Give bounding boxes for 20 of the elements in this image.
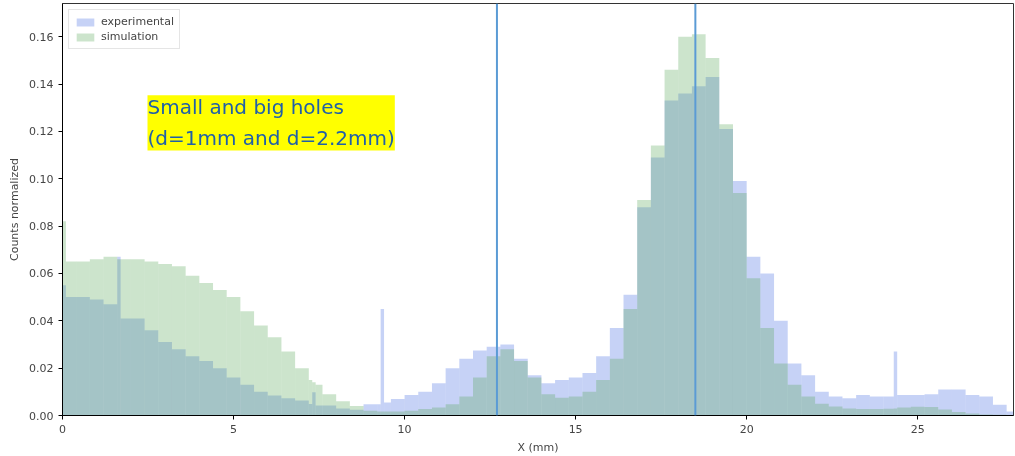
annotation: Small and big holes (d=1mm and d=2.2mm) bbox=[147, 95, 395, 151]
x-tick-label: 10 bbox=[397, 422, 412, 436]
legend-label: simulation bbox=[101, 30, 159, 43]
y-tick-label: 0.12 bbox=[29, 125, 54, 139]
y-tick-label: 0.08 bbox=[29, 220, 54, 234]
x-tick-label: 20 bbox=[739, 422, 754, 436]
y-tick-label: 0.14 bbox=[29, 78, 54, 92]
y-tick-label: 0.06 bbox=[29, 267, 54, 281]
y-tick-label: 0.00 bbox=[29, 409, 54, 423]
x-axis-title: X (mm) bbox=[517, 440, 559, 454]
y-tick-label: 0.16 bbox=[29, 30, 54, 44]
y-tick-label: 0.10 bbox=[29, 172, 54, 186]
x-tick-label: 25 bbox=[910, 422, 925, 436]
x-tick-label: 0 bbox=[59, 422, 66, 436]
x-tick-label: 15 bbox=[568, 422, 583, 436]
y-tick-label: 0.04 bbox=[29, 314, 54, 328]
legend-label: experimental bbox=[101, 15, 174, 28]
y-axis-title: Counts normalized bbox=[8, 157, 22, 262]
y-tick-label: 0.02 bbox=[29, 362, 54, 376]
x-tick-label: 5 bbox=[230, 422, 238, 436]
